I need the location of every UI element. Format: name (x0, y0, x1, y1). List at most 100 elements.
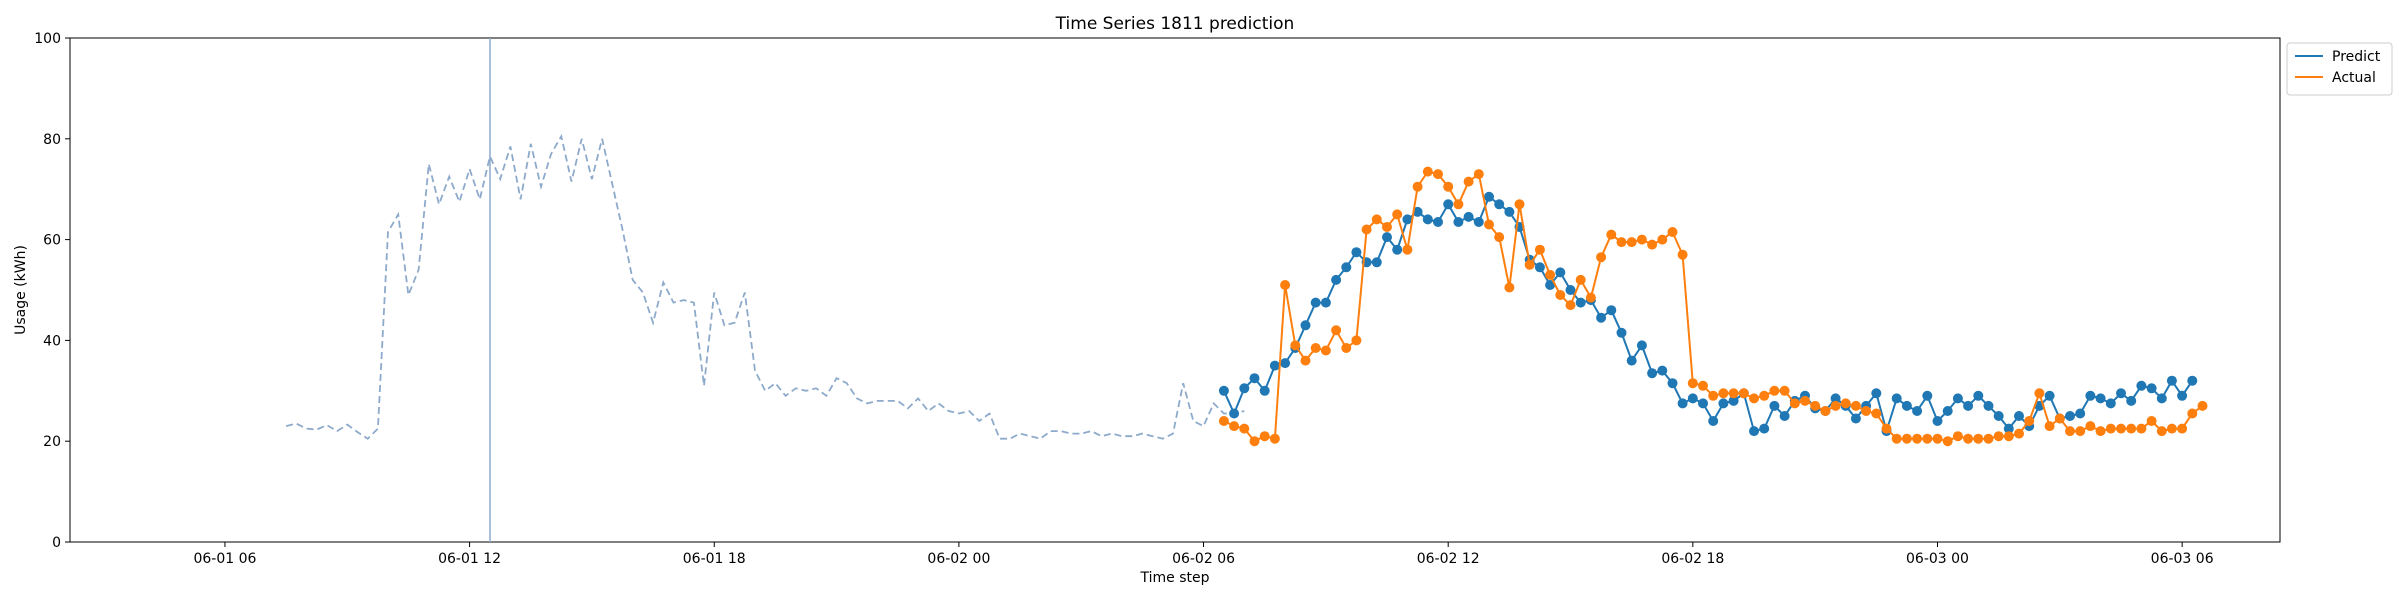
actual-data-point (2003, 431, 2014, 442)
predict-data-point (2187, 375, 2198, 386)
predict-data-point (1371, 257, 1382, 268)
predict-data-point (1728, 395, 1739, 406)
actual-data-point (1810, 400, 1821, 411)
predict-data-point (1922, 390, 1933, 401)
predict-data-point (2116, 388, 2126, 399)
predict-data-point (1412, 206, 1423, 217)
actual-data-point (2014, 428, 2024, 439)
actual-data-point (1320, 345, 1331, 356)
x-tick-label: 06-02 00 (927, 551, 990, 567)
actual-data-point (1983, 433, 1994, 444)
actual-data-point (1545, 269, 1556, 280)
predict-data-point (1443, 199, 1454, 210)
actual-data-point (1555, 290, 1566, 300)
x-tick-label: 06-02 06 (1172, 551, 1235, 567)
x-tick-label: 06-03 00 (1906, 551, 1969, 567)
y-tick-label: 40 (43, 333, 61, 349)
predict-data-point (2095, 393, 2106, 404)
actual-data-point (1912, 433, 1923, 444)
predict-data-point (1504, 206, 1515, 217)
predict-data-point (1636, 340, 1647, 351)
actual-data-point (1484, 219, 1494, 230)
actual-data-point (1718, 388, 1729, 399)
y-tick-label: 20 (43, 434, 61, 450)
predict-data-point (1473, 217, 1484, 227)
x-tick-label: 06-03 06 (2151, 551, 2214, 567)
actual-data-point (2126, 423, 2137, 434)
actual-data-point (1952, 431, 1963, 442)
actual-data-point (1341, 343, 1352, 353)
actual-data-point (2156, 426, 2167, 437)
predict-data-point (1575, 297, 1586, 308)
x-tick-label: 06-01 06 (193, 551, 256, 567)
actual-data-point (1585, 292, 1596, 303)
actual-data-point (2177, 423, 2188, 434)
actual-data-point (1667, 227, 1678, 237)
predict-data-point (2136, 380, 2147, 391)
x-axis-title: Time step (1140, 570, 1210, 586)
y-tick-label: 80 (43, 132, 61, 148)
actual-data-point (1636, 234, 1647, 245)
actual-data-point (2116, 423, 2126, 434)
x-tick-label: 06-01 12 (438, 551, 501, 567)
actual-data-point (1708, 390, 1719, 401)
actual-data-point (1769, 385, 1780, 396)
predict-data-point (2014, 411, 2024, 421)
predict-data-point (1249, 373, 1260, 384)
predict-data-point (1422, 214, 1433, 225)
history-series-line (285, 133, 1245, 440)
legend-label-actual: Actual (2332, 70, 2376, 86)
actual-data-point (1453, 199, 1464, 210)
actual-data-point (1922, 433, 1933, 444)
actual-data-point (2187, 408, 2198, 419)
actual-data-point (1534, 244, 1545, 255)
predict-data-point (1698, 398, 1708, 409)
predict-data-point (1218, 385, 1229, 396)
predict-data-point (1545, 280, 1556, 290)
predict-data-point (1983, 400, 1994, 411)
predict-data-point (1901, 400, 1912, 411)
actual-data-point (1300, 355, 1311, 366)
actual-data-point (1677, 249, 1688, 260)
predict-data-point (1993, 411, 2004, 421)
predict-data-point (1259, 385, 1270, 396)
actual-data-point (1606, 229, 1617, 240)
actual-data-point (1861, 406, 1872, 416)
actual-data-point (2065, 426, 2075, 437)
predict-data-point (1229, 408, 1240, 419)
predict-data-point (1963, 400, 1974, 411)
actual-data-point (1514, 199, 1525, 210)
actual-data-point (1738, 388, 1749, 399)
actual-data-point (1698, 380, 1708, 391)
predict-data-point (1331, 274, 1342, 285)
actual-data-point (1779, 385, 1790, 396)
predict-data-point (1351, 247, 1362, 258)
predict-data-point (2085, 390, 2096, 401)
predict-data-point (1759, 423, 1770, 434)
actual-data-point (1443, 181, 1454, 192)
actual-data-point (1249, 436, 1260, 447)
actual-data-point (2146, 416, 2157, 426)
actual-data-point (1891, 433, 1902, 444)
actual-data-point (1412, 181, 1423, 192)
predict-data-point (2146, 383, 2157, 394)
actual-data-point (1259, 431, 1270, 442)
predict-data-point (2156, 393, 2167, 404)
predict-data-point (1850, 413, 1861, 424)
predict-data-point (2105, 398, 2116, 409)
actual-data-point (1871, 408, 1882, 419)
x-tick-label: 06-02 18 (1661, 551, 1724, 567)
actual-data-point (2024, 416, 2035, 426)
predict-data-point (1871, 388, 1882, 399)
actual-data-point (1830, 400, 1841, 411)
predict-data-point (1942, 406, 1953, 416)
x-tick-label: 06-01 18 (683, 551, 746, 567)
predict-data-point (1596, 312, 1607, 323)
actual-data-point (1269, 433, 1280, 444)
actual-data-point (1565, 300, 1576, 311)
actual-data-point (1310, 343, 1321, 353)
predict-data-point (1392, 244, 1403, 255)
x-tick-label: 06-02 12 (1417, 551, 1480, 567)
actual-data-point (1800, 395, 1810, 406)
predict-data-point (1687, 393, 1698, 404)
